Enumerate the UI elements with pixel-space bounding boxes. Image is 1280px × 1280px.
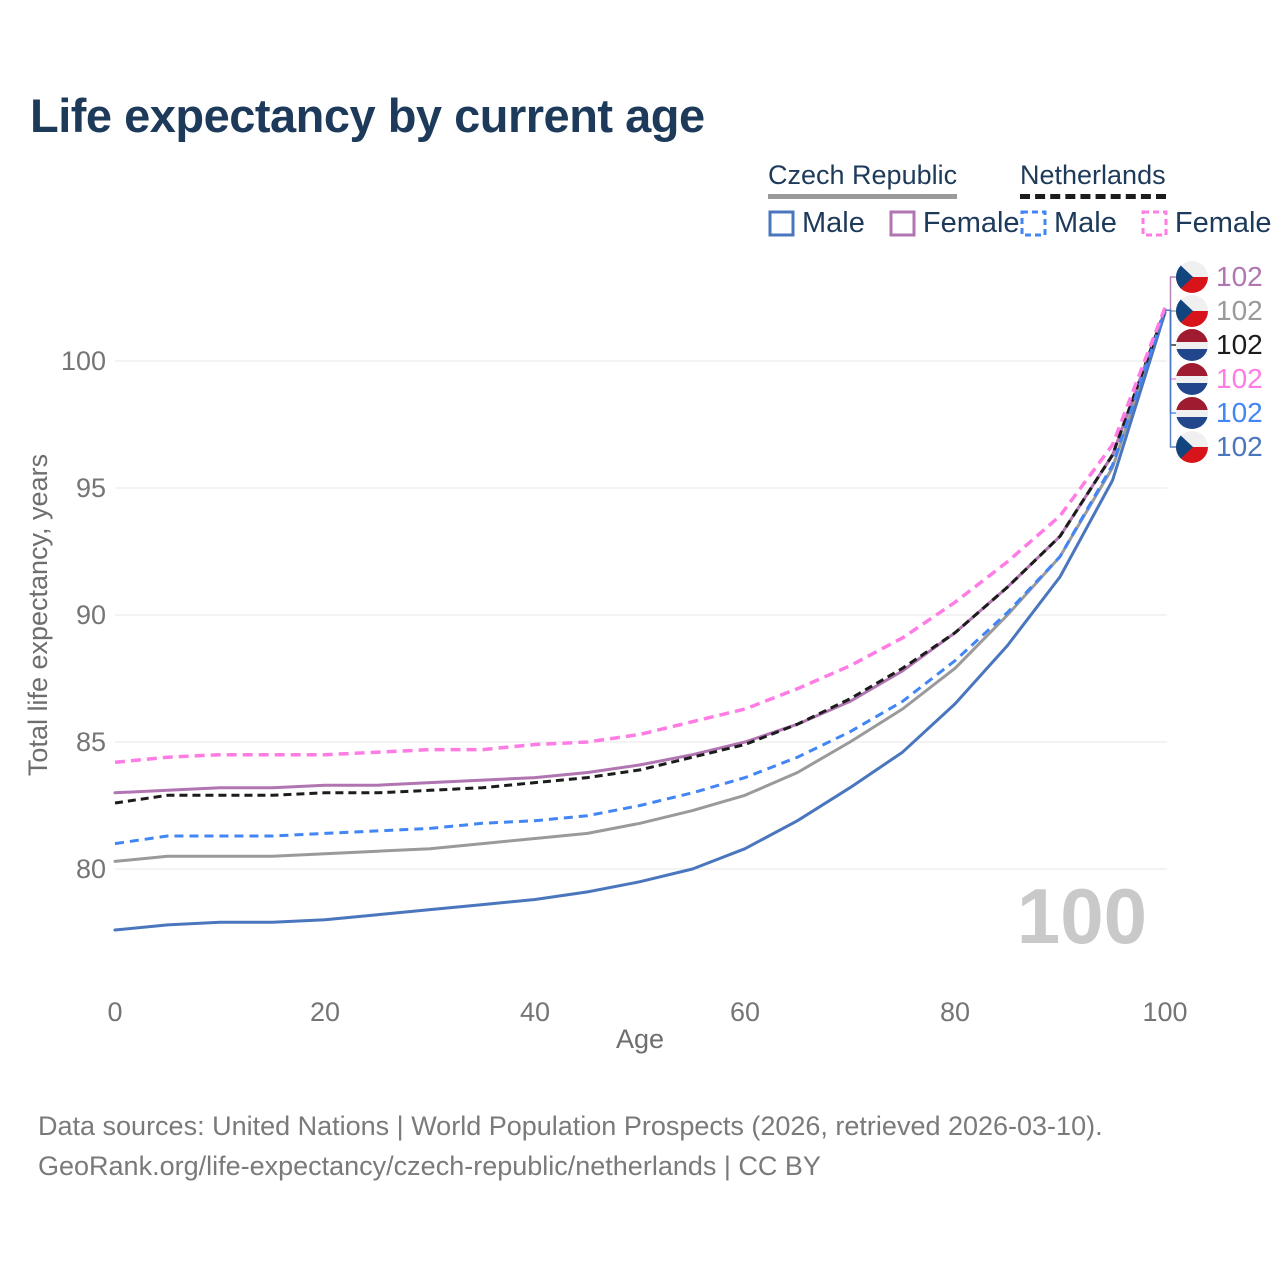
series-line-cz_male[interactable] — [113, 311, 1167, 932]
legend-item-czech-male[interactable]: Male — [768, 207, 865, 240]
end-label-value: 102 — [1216, 261, 1263, 292]
legend-item-czech-female[interactable]: Female — [889, 207, 1020, 240]
series-line-nl_male[interactable] — [114, 309, 1167, 846]
series-lines — [113, 307, 1167, 932]
end-label-nl_total: 102 — [1176, 328, 1263, 362]
end-label-nl_male: 102 — [1176, 396, 1263, 430]
x-tick-label: 60 — [730, 997, 760, 1027]
y-tick-label: 90 — [76, 600, 106, 630]
leader-line-nl_male — [1165, 309, 1177, 414]
y-tick-label: 95 — [76, 473, 106, 503]
page-title: Life expectancy by current age — [30, 89, 705, 142]
legend-label-czech-female: Female — [922, 207, 1020, 239]
legend-group-netherlands: Netherlands Male Female — [1020, 160, 1272, 240]
legend-label-netherlands-male: Male — [1054, 207, 1117, 239]
leader-line-nl_total — [1165, 309, 1177, 346]
y-tick-label: 85 — [76, 727, 106, 757]
y-axis-tick-labels: 80 85 90 95 100 — [61, 346, 106, 884]
netherlands-flag-icon — [1176, 397, 1208, 429]
legend-swatch-netherlands-female-icon — [1141, 210, 1168, 237]
end-label-cz_male: 102 — [1176, 430, 1263, 464]
legend-country-czech-republic: Czech Republic — [768, 160, 958, 199]
hover-age-watermark: 100 — [1017, 872, 1147, 960]
x-tick-label: 40 — [520, 997, 550, 1027]
netherlands-flag-icon — [1176, 329, 1208, 361]
data-source-attribution: Data sources: United Nations | World Pop… — [38, 1106, 1103, 1186]
end-label-value: 102 — [1216, 295, 1263, 326]
source-line: Data sources: United Nations | World Pop… — [38, 1111, 1103, 1141]
y-tick-label: 100 — [61, 346, 106, 376]
legend-label-czech-male: Male — [802, 207, 865, 239]
end-label-value: 102 — [1216, 363, 1263, 394]
legend-swatch-czech-male-icon — [768, 210, 795, 237]
end-label-cz_female: 102 — [1176, 260, 1263, 294]
czech-flag-icon — [1176, 431, 1208, 463]
end-label-leader-lines — [1165, 276, 1177, 448]
legend-label-netherlands-female: Female — [1174, 207, 1272, 239]
legend-swatch-netherlands-male-icon — [1020, 210, 1047, 237]
attribution-line: GeoRank.org/life-expectancy/czech-republ… — [38, 1151, 821, 1181]
series-line-cz_female[interactable] — [113, 308, 1167, 795]
series-line-nl_total[interactable] — [114, 309, 1167, 805]
end-label-value: 102 — [1216, 431, 1263, 462]
x-tick-label: 80 — [940, 997, 970, 1027]
czech-flag-icon — [1176, 295, 1208, 327]
leader-line-cz_female — [1165, 276, 1177, 311]
x-axis-title: Age — [616, 1024, 664, 1054]
y-tick-label: 80 — [76, 854, 106, 884]
leader-line-cz_total — [1165, 309, 1177, 312]
end-label-nl_female: 102 — [1176, 362, 1263, 396]
legend: Czech Republic Male Female Netherlands — [0, 160, 1280, 250]
legend-country-netherlands: Netherlands — [1020, 160, 1166, 199]
legend-swatch-czech-female-icon — [889, 210, 916, 237]
netherlands-flag-icon — [1176, 363, 1208, 395]
series-line-nl_female[interactable] — [114, 307, 1167, 765]
end-label-cz_total: 102 — [1176, 294, 1263, 328]
end-label-value: 102 — [1216, 397, 1263, 428]
czech-flag-icon — [1176, 261, 1208, 293]
end-label-value: 102 — [1216, 329, 1263, 360]
leader-line-nl_female — [1165, 309, 1177, 380]
x-tick-label: 100 — [1142, 997, 1187, 1027]
legend-item-netherlands-male[interactable]: Male — [1020, 207, 1117, 240]
legend-group-czech-republic: Czech Republic Male Female — [768, 160, 1020, 240]
x-axis-tick-labels: 0 20 40 60 80 100 — [107, 997, 1187, 1027]
x-tick-label: 20 — [310, 997, 340, 1027]
y-axis-title: Total life expectancy, years — [23, 454, 53, 776]
series-line-cz_total[interactable] — [113, 311, 1167, 863]
legend-item-netherlands-female[interactable]: Female — [1141, 207, 1272, 240]
leader-line-cz_male — [1165, 309, 1177, 448]
x-tick-label: 0 — [107, 997, 122, 1027]
